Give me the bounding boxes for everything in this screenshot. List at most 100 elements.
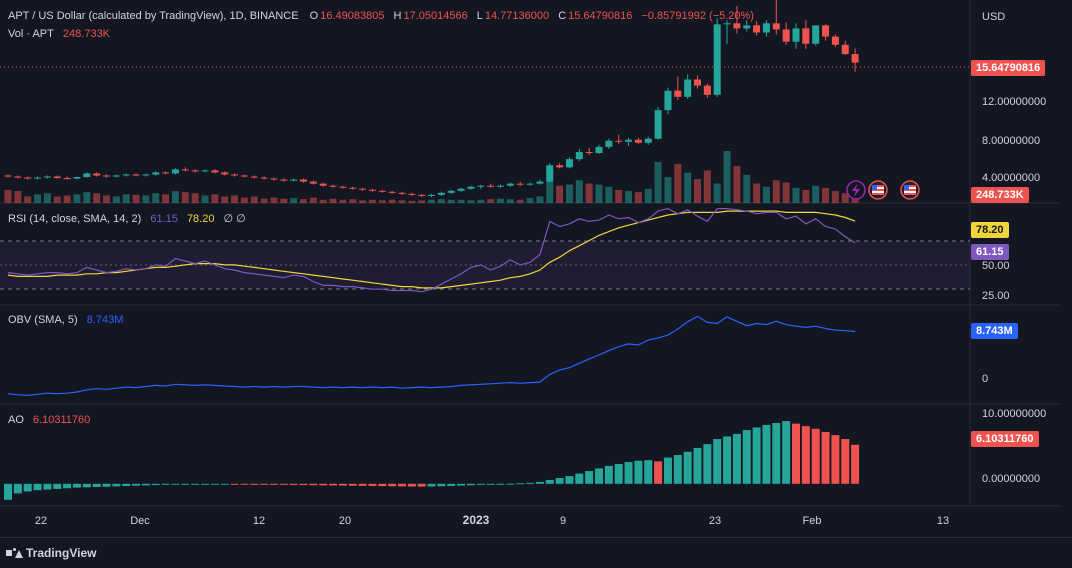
candle-body: [24, 177, 32, 179]
time-tick-label: 20: [339, 515, 351, 527]
candle-body: [841, 44, 849, 55]
candle-body: [359, 188, 367, 190]
candle-body: [388, 191, 396, 193]
ao-bar: [693, 447, 702, 484]
ao-bar: [752, 427, 761, 484]
obv-title: OBV (SMA, 5): [8, 314, 78, 326]
ao-bar: [92, 483, 101, 487]
candle-body: [546, 165, 554, 182]
volume-bar: [43, 193, 51, 203]
candle-body: [625, 139, 633, 142]
time-tick-label: 2023: [463, 513, 490, 527]
flag-canton: [872, 185, 877, 190]
price-tick-label: 4.00000000: [982, 172, 1040, 184]
volume-bar: [280, 198, 288, 203]
time-tick-label: 9: [560, 515, 566, 527]
obv-legend[interactable]: OBV (SMA, 5) 8.743M: [8, 314, 125, 326]
tradingview-brand[interactable]: TradingView: [6, 546, 96, 560]
volume-tag: 248.733K: [971, 187, 1029, 203]
volume-bar: [73, 194, 81, 203]
candle-body: [349, 187, 357, 189]
ao-bar: [201, 483, 209, 485]
candle-body: [782, 29, 790, 42]
volume-bar: [329, 198, 337, 203]
volume-bar: [300, 199, 307, 203]
flag-canton: [904, 185, 909, 190]
volume-bar: [437, 199, 445, 203]
candlesticks: [4, 0, 859, 197]
volume-bar: [654, 161, 662, 203]
candle-body: [319, 183, 327, 186]
symbol-title: APT / US Dollar (calculated by TradingVi…: [8, 10, 299, 22]
ao-bar: [732, 433, 741, 484]
candle-body: [595, 146, 603, 154]
candle-body: [43, 176, 51, 178]
rsi-tick-label: 25.00: [982, 290, 1010, 302]
main-legend[interactable]: APT / US Dollar (calculated by TradingVi…: [8, 10, 756, 22]
volume-bar: [398, 200, 406, 203]
volume-bar: [841, 193, 849, 203]
candle-body: [556, 165, 564, 168]
close-value: 15.64790816: [568, 10, 633, 22]
brand-name: TradingView: [26, 546, 97, 560]
volume-bar: [684, 172, 692, 203]
ao-bar: [260, 483, 269, 485]
flag-stripe: [904, 189, 916, 191]
volume-bar: [733, 166, 741, 203]
ao-legend[interactable]: AO 6.10311760: [8, 414, 92, 426]
candle-body: [339, 186, 347, 188]
candle-body: [181, 169, 189, 171]
candle-body: [162, 172, 170, 174]
volume-bar: [772, 180, 780, 203]
candle-body: [674, 90, 682, 97]
ao-bar: [102, 483, 111, 487]
candle-body: [733, 23, 741, 29]
candle-body: [585, 152, 593, 154]
volume-bar: [378, 200, 386, 203]
volume-bar: [4, 190, 12, 203]
volume-bar: [428, 199, 436, 203]
volume-legend[interactable]: Vol · APT 248.733K: [8, 28, 112, 40]
ao-bar: [535, 481, 544, 484]
volume-bar: [565, 184, 573, 203]
candle-body: [615, 140, 623, 142]
candle-body: [240, 175, 248, 177]
candle-body: [132, 174, 140, 176]
ao-bar: [161, 483, 170, 485]
candle-body: [694, 79, 701, 86]
volume-bar: [792, 187, 800, 203]
volume-bar: [467, 200, 475, 203]
volume-bar: [14, 191, 22, 203]
volume-bar: [162, 194, 170, 203]
candle-body: [398, 192, 406, 194]
candle-body: [73, 177, 81, 179]
ao-bar: [319, 483, 328, 486]
ao-bar: [654, 461, 663, 484]
ao-bar: [398, 483, 406, 487]
flag-stripe: [872, 189, 884, 191]
volume-bar: [802, 190, 810, 203]
volume-bar: [112, 196, 120, 203]
ao-bar: [33, 483, 42, 491]
rsi-sma-value: 78.20: [186, 213, 215, 225]
ao-bar: [309, 483, 318, 486]
candle-body: [53, 176, 61, 179]
time-tick-label: 12: [253, 515, 265, 527]
volume-bar: [644, 188, 652, 203]
candle-body: [723, 23, 731, 25]
volume-bar: [201, 195, 209, 203]
ao-bar: [388, 483, 397, 487]
volume-bar: [762, 186, 770, 203]
volume-bar: [664, 177, 672, 203]
rsi-legend[interactable]: RSI (14, close, SMA, 14, 2) 61.15 78.20 …: [8, 212, 248, 225]
ao-bar: [565, 476, 574, 484]
ao-bar: [575, 473, 584, 484]
ao-bar: [585, 471, 594, 484]
ao-bar: [210, 483, 219, 485]
candle-body: [605, 140, 613, 147]
candle-body: [270, 178, 278, 180]
ao-bar: [624, 462, 633, 484]
candle-body: [368, 189, 376, 191]
candle-body: [231, 174, 239, 176]
